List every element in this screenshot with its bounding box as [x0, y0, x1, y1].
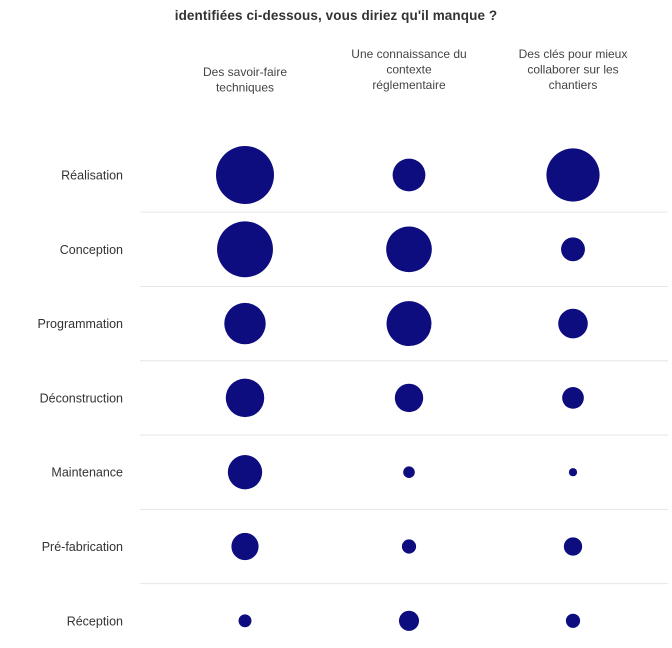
column-headers: Des savoir-faire techniques Une connaissan…	[203, 47, 627, 95]
bubble-mark	[227, 455, 263, 490]
column-header-line: Une connaissance du	[351, 47, 466, 61]
column-header-line: Des savoir-faire	[203, 65, 287, 79]
row-label: Déconstruction	[40, 391, 123, 405]
bubble-mark	[403, 466, 415, 479]
bubble-mark	[386, 301, 432, 347]
bubble-mark	[216, 146, 274, 204]
bubble-mark	[568, 468, 578, 477]
bubble-mark	[563, 537, 583, 556]
bubble-mark	[225, 378, 265, 418]
bubble-mark	[238, 614, 252, 628]
bubble-mark	[217, 221, 273, 278]
column-header-line: contexte	[386, 63, 432, 77]
column-header-line: réglementaire	[372, 78, 446, 92]
bubble-mark	[401, 539, 417, 554]
row-label: Réception	[67, 614, 123, 628]
bubble-mark	[565, 613, 581, 628]
row-label: Pré-fabrication	[42, 540, 123, 554]
gridlines	[140, 211, 668, 585]
row-labels: Réalisation Conception Programmation Décons…	[38, 169, 124, 629]
bubble-mark	[392, 158, 426, 192]
column-header-line: collaborer sur les	[527, 63, 618, 77]
column-header-line: techniques	[216, 81, 274, 95]
bubble-mark	[398, 610, 420, 631]
bubble-mark	[546, 148, 600, 202]
bubble-mark	[558, 308, 588, 339]
bubble-mark	[394, 383, 424, 413]
column-header-line: chantiers	[549, 78, 598, 92]
row-label: Conception	[60, 243, 123, 257]
bubble-mark	[562, 387, 584, 409]
row-label: Maintenance	[51, 466, 123, 480]
bubble-mark	[561, 237, 585, 262]
row-label: Programmation	[38, 317, 123, 331]
column-header-line: Des clés pour mieux	[519, 47, 628, 61]
chart-title: identifiées ci-dessous, vous diriez qu'i…	[174, 8, 498, 23]
bubble-mark	[224, 302, 266, 345]
bubble-mark	[231, 532, 259, 561]
row-label: Réalisation	[61, 169, 123, 183]
bubble-mark	[386, 226, 432, 273]
bubbles	[216, 146, 600, 631]
